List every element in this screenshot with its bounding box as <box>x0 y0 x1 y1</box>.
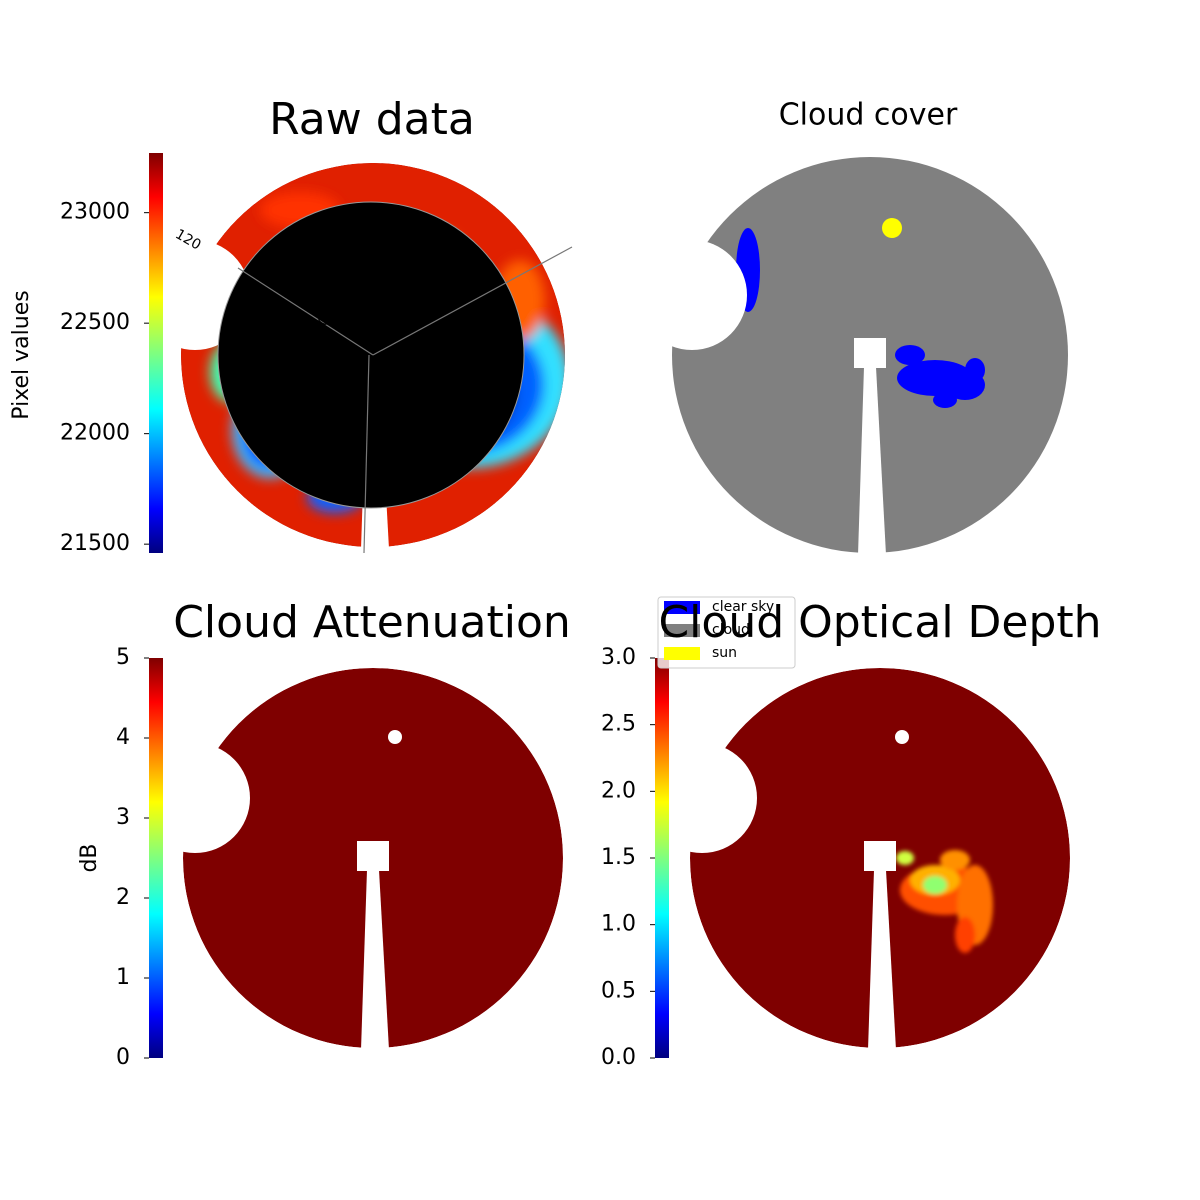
image <box>647 668 1070 1050</box>
colorbar-tick-label: 22500 <box>60 310 130 335</box>
legend-swatch <box>664 647 700 660</box>
mask <box>647 743 757 853</box>
mask <box>854 338 886 368</box>
polar-ring <box>217 201 525 509</box>
colorbar-tick-label: 5 <box>116 645 130 670</box>
blob <box>896 851 914 865</box>
sun <box>882 218 902 238</box>
clear-sky <box>965 358 985 382</box>
mask <box>637 240 747 350</box>
colorbar-tick-label: 1.5 <box>601 845 636 870</box>
clear-sky <box>895 345 925 365</box>
colorbar-tick-label: 2.5 <box>601 712 636 737</box>
legend-label: sun <box>712 645 737 661</box>
mask <box>858 367 886 555</box>
colorbar-label: Pixel values <box>9 290 34 419</box>
polar-label: 40 <box>288 424 311 447</box>
spoke <box>372 246 573 356</box>
image <box>637 157 1068 555</box>
colorbar-tick-label: 2 <box>116 885 130 910</box>
colorbar <box>655 658 669 1058</box>
colorbar-tick-label: 3.0 <box>601 645 636 670</box>
mask <box>140 743 250 853</box>
blob <box>923 876 947 894</box>
colorbar-tick-label: 0.5 <box>601 978 636 1003</box>
blob <box>940 850 970 870</box>
colorbar-tick-label: 4 <box>116 725 130 750</box>
colorbar-tick-label: 1.0 <box>601 912 636 937</box>
colorbar-tick-label: 2.0 <box>601 778 636 803</box>
colorbar-tick-label: 21500 <box>60 531 130 556</box>
legend-label: cloud <box>712 622 750 638</box>
colorbar-tick-label: 22000 <box>60 421 130 446</box>
mask <box>357 841 389 871</box>
colorbar <box>149 658 163 1058</box>
mask <box>864 841 896 871</box>
legend-label: clear sky <box>712 599 774 615</box>
colorbar <box>149 153 163 553</box>
colorbar-label: dB <box>77 843 102 872</box>
panel-title: Raw data <box>269 94 475 145</box>
mask <box>361 870 389 1050</box>
spoke <box>363 354 370 554</box>
clear-sky <box>933 392 957 408</box>
colorbar-tick-label: 1 <box>116 965 130 990</box>
blob <box>955 917 975 953</box>
colorbar-tick-label: 23000 <box>60 200 130 225</box>
legend-swatch <box>664 624 700 637</box>
panel-title: Cloud Attenuation <box>173 597 571 648</box>
polar-label: 20 <box>311 313 334 336</box>
polar-spokes <box>237 246 573 554</box>
spoke <box>237 267 374 356</box>
mask <box>868 870 896 1050</box>
legend: clear sky cloud sun <box>657 596 796 669</box>
sun-mask <box>895 730 909 744</box>
panel-title: Cloud Optical Depth <box>658 597 1101 648</box>
clear-patch <box>895 345 985 408</box>
legend-swatch <box>664 601 700 614</box>
blobs <box>896 850 993 953</box>
colorbar-tick-label: 3 <box>116 805 130 830</box>
panel-title: Cloud cover <box>779 98 958 133</box>
sun-mask <box>388 730 402 744</box>
image <box>140 668 563 1050</box>
colorbar-tick-label: 0 <box>116 1045 130 1070</box>
colorbar-tick-label: 0.0 <box>601 1045 636 1070</box>
